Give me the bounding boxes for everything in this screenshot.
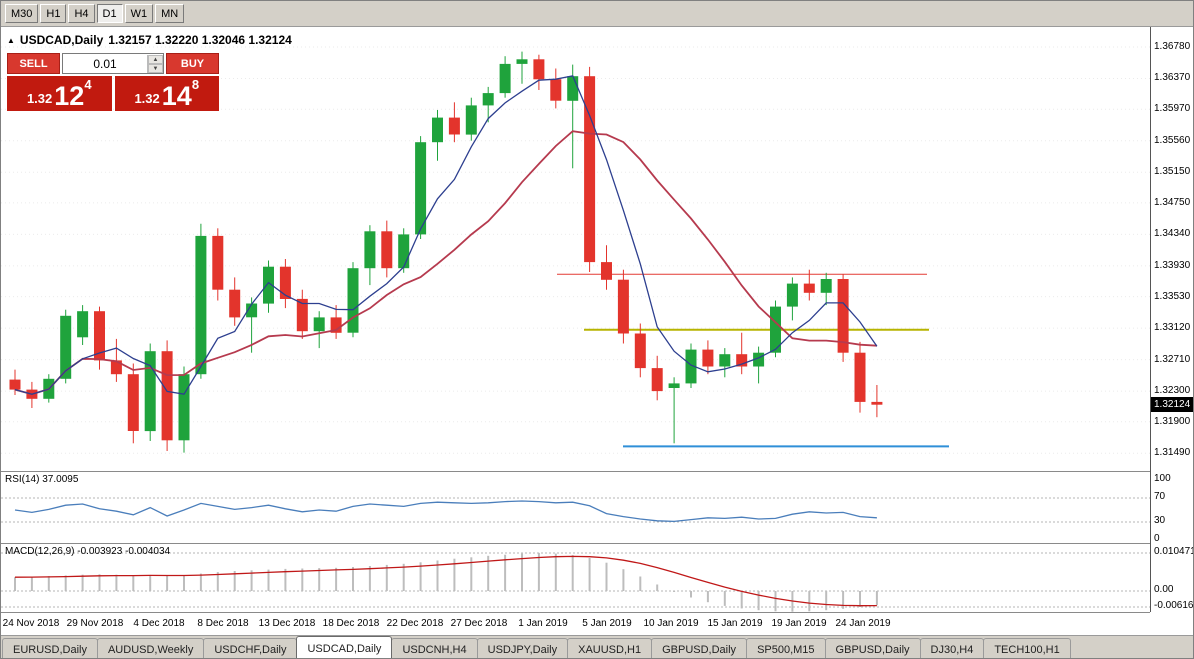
mt4-window: M30H1H4D1W1MN ▲ USDCAD,Daily 1.32157 1.3…	[0, 0, 1194, 659]
price-axis-label: 1.33930	[1154, 260, 1190, 272]
one-click-trading-panel: SELL ▲ ▼ BUY 1.32124 1.32148	[7, 53, 219, 111]
sell-button[interactable]: SELL	[7, 53, 60, 74]
date-axis-label: 13 Dec 2018	[259, 618, 316, 629]
date-axis-label: 19 Jan 2019	[771, 618, 826, 629]
price-axis-label: 1.31900	[1154, 416, 1190, 428]
macd-axis-label: 0.010471	[1154, 546, 1194, 558]
buy-price-pips: 14	[162, 83, 192, 109]
chart-ohlc-values: 1.32157 1.32220 1.32046 1.32124	[108, 33, 292, 47]
chart-title: ▲ USDCAD,Daily 1.32157 1.32220 1.32046 1…	[7, 33, 292, 47]
rsi-line	[15, 501, 877, 521]
volume-decrease-button[interactable]: ▼	[148, 64, 163, 73]
price-axis-label: 1.34340	[1154, 228, 1190, 240]
timeframe-button-m30[interactable]: M30	[5, 4, 38, 23]
rsi-axis-label: 70	[1154, 491, 1165, 503]
macd-histogram	[14, 553, 878, 612]
volume-input[interactable]	[63, 54, 147, 73]
chart-tab-dj30-h4[interactable]: DJ30,H4	[920, 638, 985, 659]
date-axis-label: 24 Nov 2018	[3, 618, 60, 629]
price-axis-label: 1.35560	[1154, 135, 1190, 147]
ma-fast-line	[15, 76, 877, 394]
chart-symbol-label: USDCAD,Daily	[20, 33, 103, 47]
rsi-label: RSI(14) 37.0095	[5, 474, 78, 485]
sell-price-point: 4	[84, 78, 91, 91]
rsi-chart[interactable]	[1, 472, 1150, 543]
chart-tab-sp500-m15[interactable]: SP500,M15	[746, 638, 825, 659]
price-axis-label: 1.32710	[1154, 354, 1190, 366]
buy-price-prefix: 1.32	[134, 89, 159, 109]
price-axis-label: 1.33120	[1154, 322, 1190, 334]
one-click-toggle-icon[interactable]: ▲	[7, 36, 15, 45]
sell-price-display[interactable]: 1.32124	[7, 76, 112, 111]
chart-tab-bar: EURUSD,DailyAUDUSD,WeeklyUSDCHF,DailyUSD…	[1, 635, 1193, 659]
rsi-level-lines	[1, 498, 1150, 522]
date-axis-label: 27 Dec 2018	[451, 618, 508, 629]
chart-tab-usdcad-daily[interactable]: USDCAD,Daily	[296, 636, 392, 659]
price-axis-label: 1.33530	[1154, 291, 1190, 303]
date-axis-label: 8 Dec 2018	[197, 618, 248, 629]
price-axis-label: 1.35150	[1154, 166, 1190, 178]
macd-level-lines	[1, 553, 1150, 607]
timeframe-button-d1[interactable]: D1	[97, 4, 123, 23]
timeframe-button-h1[interactable]: H1	[40, 4, 66, 23]
chart-tab-gbpusd-daily[interactable]: GBPUSD,Daily	[825, 638, 921, 659]
timeframe-button-mn[interactable]: MN	[155, 4, 184, 23]
rsi-axis-label: 100	[1154, 473, 1171, 485]
price-axis-label: 1.36780	[1154, 41, 1190, 53]
chart-tab-gbpusd-daily[interactable]: GBPUSD,Daily	[651, 638, 747, 659]
chart-tab-usdjpy-daily[interactable]: USDJPY,Daily	[477, 638, 569, 659]
macd-signal-line	[15, 556, 877, 605]
rsi-axis-label: 0	[1154, 533, 1160, 545]
date-axis-label: 5 Jan 2019	[582, 618, 632, 629]
timeframe-button-h4[interactable]: H4	[68, 4, 94, 23]
chart-tab-usdcnh-h4[interactable]: USDCNH,H4	[391, 638, 477, 659]
date-axis-label: 1 Jan 2019	[518, 618, 568, 629]
chart-tab-tech100-h1[interactable]: TECH100,H1	[983, 638, 1070, 659]
rsi-indicator-pane[interactable]: RSI(14) 37.0095	[1, 471, 1150, 543]
timeframe-button-w1[interactable]: W1	[125, 4, 154, 23]
date-axis-label: 18 Dec 2018	[323, 618, 380, 629]
price-axis-label: 1.34750	[1154, 197, 1190, 209]
buy-price-point: 8	[192, 78, 199, 91]
date-axis-label: 4 Dec 2018	[133, 618, 184, 629]
ma-slow-line	[15, 131, 877, 394]
date-axis[interactable]: 24 Nov 2018 29 Nov 2018 4 Dec 2018 8 Dec 20…	[1, 612, 1150, 635]
macd-chart[interactable]	[1, 544, 1150, 612]
buy-price-display[interactable]: 1.32148	[115, 76, 220, 111]
sell-price-pips: 12	[54, 83, 84, 109]
chart-tab-usdchf-daily[interactable]: USDCHF,Daily	[203, 638, 297, 659]
price-axis-label: 1.36370	[1154, 72, 1190, 84]
date-axis-label: 29 Nov 2018	[67, 618, 124, 629]
timeframe-toolbar: M30H1H4D1W1MN	[1, 1, 1193, 27]
price-axis[interactable]: 1.36780 1.36370 1.35970 1.35560 1.35150 1.347…	[1150, 27, 1194, 612]
volume-stepper: ▲ ▼	[62, 53, 164, 74]
date-axis-label: 10 Jan 2019	[643, 618, 698, 629]
rsi-axis-label: 30	[1154, 515, 1165, 527]
price-axis-label: 1.35970	[1154, 103, 1190, 115]
price-axis-label: 1.32300	[1154, 385, 1190, 397]
macd-label: MACD(12,26,9) -0.003923 -0.004034	[5, 546, 170, 557]
date-axis-label: 24 Jan 2019	[835, 618, 890, 629]
sell-price-prefix: 1.32	[27, 89, 52, 109]
date-axis-label: 15 Jan 2019	[707, 618, 762, 629]
chart-tab-xauusd-h1[interactable]: XAUUSD,H1	[567, 638, 652, 659]
date-axis-label: 22 Dec 2018	[387, 618, 444, 629]
macd-indicator-pane[interactable]: MACD(12,26,9) -0.003923 -0.004034	[1, 543, 1150, 612]
chart-tab-audusd-weekly[interactable]: AUDUSD,Weekly	[97, 638, 204, 659]
volume-increase-button[interactable]: ▲	[148, 55, 163, 64]
candlestick-series	[10, 52, 883, 453]
chart-tab-eurusd-daily[interactable]: EURUSD,Daily	[2, 638, 98, 659]
current-price-tag: 1.32124	[1151, 397, 1194, 412]
buy-button[interactable]: BUY	[166, 53, 219, 74]
macd-axis-label: -0.00616	[1154, 600, 1193, 612]
price-axis-label: 1.31490	[1154, 447, 1190, 459]
macd-axis-label: 0.00	[1154, 584, 1173, 596]
